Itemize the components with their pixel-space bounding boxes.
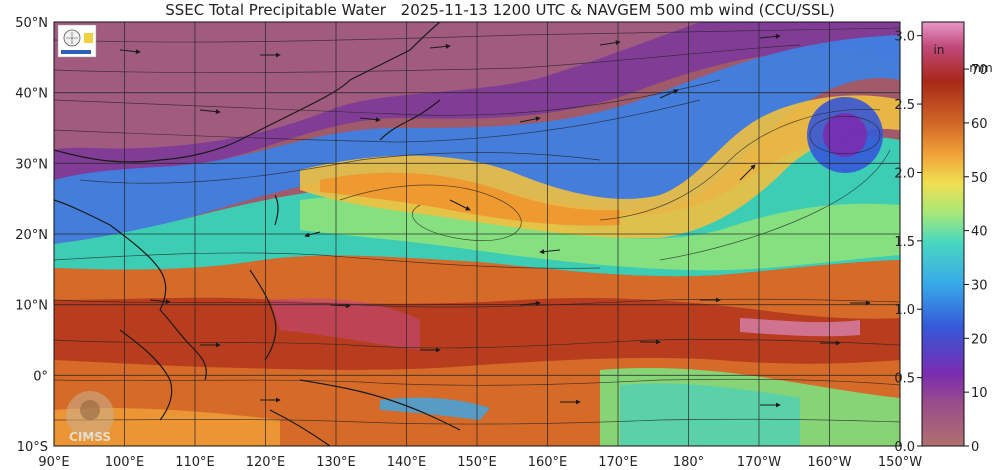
colorbar-mm-label: 20 (971, 332, 988, 347)
colorbar-inch-label: 2.0 (894, 166, 915, 181)
latitude-tick-label: 10°N (15, 299, 48, 314)
cimss-logo: CIMSS (66, 391, 114, 444)
longitude-tick-label: 170°E (598, 455, 638, 470)
colorbar-mm-unit: mm (969, 61, 992, 75)
longitude-tick-label: 90°E (38, 455, 69, 470)
longitude-tick-label: 140°E (387, 455, 427, 470)
colorbar-mm-label: 70 (971, 63, 988, 78)
longitude-tick-label: 180° (673, 455, 704, 470)
longitude-tick-label: 150°E (457, 455, 497, 470)
title-wind: & NAVGEM 500 mb wind (CCU/SSL) (570, 1, 835, 19)
colorbar-inch-label: 0.5 (894, 372, 915, 387)
latitude-tick-label: 0° (33, 369, 48, 384)
colorbar: 3.0 2.5 2.0 1.5 1.0 0.5 0.0 70 60 50 40 30 20 10 0 in… (894, 21, 993, 455)
longitude-tick-label: 100°E (105, 455, 145, 470)
colorbar-inch-label: 1.5 (894, 235, 915, 250)
colorbar-inch-label: 0.0 (894, 440, 915, 455)
latitude-tick-label: 30°N (15, 157, 48, 172)
colorbar-inch-label: 1.0 (894, 303, 915, 318)
colorbar-inch-label: 3.0 (894, 30, 915, 45)
latitude-tick-label: 20°N (15, 228, 48, 243)
longitude-labels: 90°E 100°E 110°E 120°E 130°E 140°E 150°E 160°E 1… (38, 455, 922, 470)
title-datetime: 2025-11-13 1200 UTC (400, 1, 566, 19)
longitude-tick-label: 160°W (807, 455, 851, 470)
longitude-tick-label: 160°E (528, 455, 568, 470)
longitude-tick-label: 130°E (316, 455, 356, 470)
ssec-logo (57, 24, 97, 58)
colorbar-inch-unit: in (934, 43, 945, 57)
colorbar-mm-label: 50 (971, 171, 988, 186)
colorbar-mm-label: 40 (971, 225, 988, 240)
latitude-tick-label: 10°S (17, 440, 48, 455)
colorbar-inch-label: 2.5 (894, 98, 915, 113)
latitude-tick-label: 40°N (15, 87, 48, 102)
longitude-tick-label: 120°E (246, 455, 286, 470)
tpw-field (54, 22, 900, 446)
graticule (54, 22, 900, 446)
coastlines (54, 22, 461, 446)
longitude-tick-label: 170°W (737, 455, 781, 470)
longitude-tick-label: 110°E (175, 455, 215, 470)
colorbar-mm-label: 30 (971, 278, 988, 293)
colorbar-mm-label: 10 (971, 386, 988, 401)
title-main: SSEC Total Precipitable Water (165, 1, 386, 19)
latitude-tick-label: 50°N (15, 16, 48, 31)
colorbar-inch-ticks: 3.0 2.5 2.0 1.5 1.0 0.5 0.0 (894, 30, 922, 455)
cimss-logo-text: CIMSS (69, 430, 111, 444)
longitude-tick-label: 150°W (878, 455, 922, 470)
colorbar-mm-label: 0 (971, 440, 979, 455)
map-frame (53, 21, 901, 447)
colorbar-mm-label: 60 (971, 117, 988, 132)
colorbar-gradient (921, 21, 965, 447)
latitude-labels: 50°N 40°N 30°N 20°N 10°N 0° 10°S (15, 16, 48, 455)
colorbar-mm-ticks: 70 60 50 40 30 20 10 0 (964, 63, 988, 455)
map-title: SSEC Total Precipitable Water 2025-11-13… (0, 0, 1000, 20)
